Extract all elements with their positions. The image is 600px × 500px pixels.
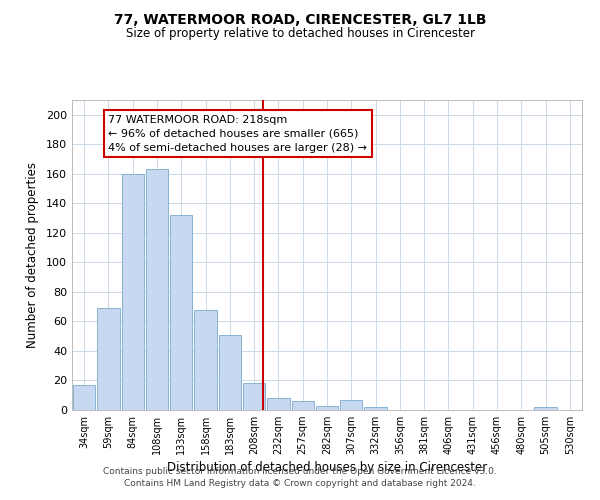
Text: Size of property relative to detached houses in Cirencester: Size of property relative to detached ho… [125,28,475,40]
Text: Contains HM Land Registry data © Crown copyright and database right 2024.: Contains HM Land Registry data © Crown c… [124,478,476,488]
Bar [340,400,362,410]
Bar [218,334,241,410]
Bar [194,310,217,410]
Bar [146,170,168,410]
Y-axis label: Number of detached properties: Number of detached properties [26,162,39,348]
Bar [243,384,265,410]
Bar [267,398,290,410]
Text: 77 WATERMOOR ROAD: 218sqm
← 96% of detached houses are smaller (665)
4% of semi-: 77 WATERMOOR ROAD: 218sqm ← 96% of detac… [109,115,367,153]
X-axis label: Distribution of detached houses by size in Cirencester: Distribution of detached houses by size … [167,462,487,474]
Bar [364,407,387,410]
Text: 77, WATERMOOR ROAD, CIRENCESTER, GL7 1LB: 77, WATERMOOR ROAD, CIRENCESTER, GL7 1LB [114,12,486,26]
Bar [73,385,95,410]
Text: Contains public sector information licensed under the Open Government Licence v3: Contains public sector information licen… [103,467,497,476]
Bar [122,174,144,410]
Bar [535,407,557,410]
Bar [316,406,338,410]
Bar [292,401,314,410]
Bar [170,215,193,410]
Bar [97,308,119,410]
